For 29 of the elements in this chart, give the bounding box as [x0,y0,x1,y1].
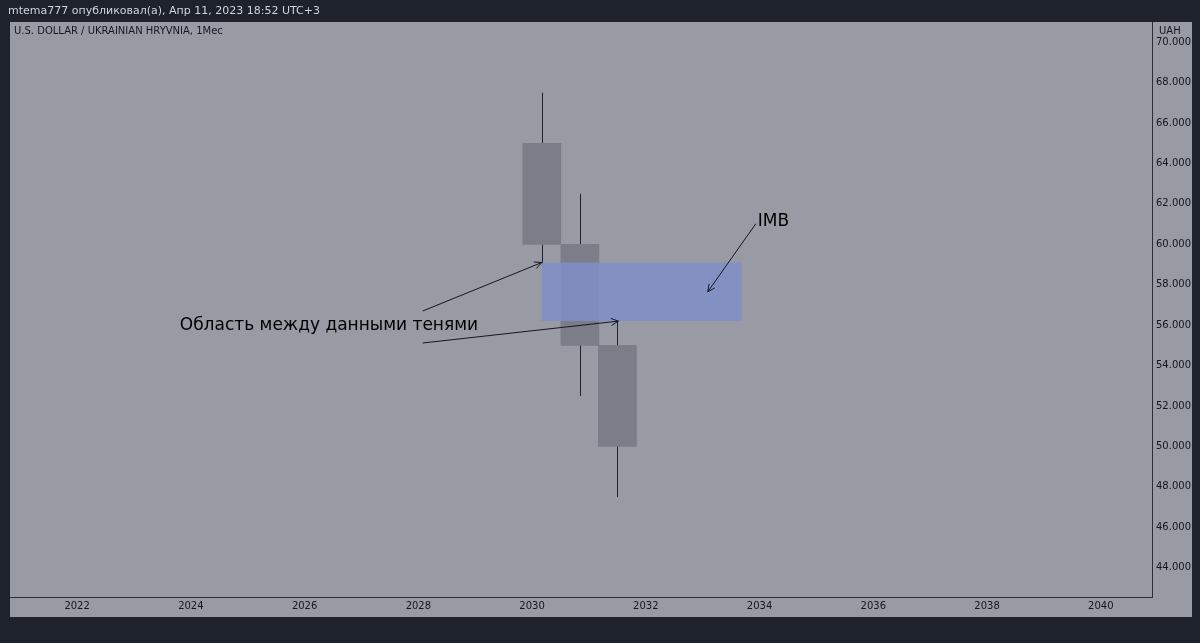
y-tick-label: 66.000 [1156,116,1191,128]
y-axis-title: UAH [1159,24,1181,36]
y-tick-label: 60.000 [1156,237,1191,249]
y-tick-label: 70.000 [1156,35,1191,47]
y-tick-label: 62.000 [1156,197,1191,209]
y-tick-label: 64.000 [1156,157,1191,169]
text: mtema777 опубликовал(а), Апр 11, 2023 18:52 UTC+3 [8,4,320,17]
chart-title: U.S. DOLLAR / UKRAINIAN HRYVNIA, 1Мес [14,25,223,36]
x-tick-label: 2022 [64,599,90,611]
y-tick-label: 50.000 [1156,440,1191,452]
x-tick-label: 2034 [746,599,773,611]
x-tick-label: 2038 [974,599,1000,611]
y-tick-label: 44.000 [1156,561,1191,573]
y-tick-label: 68.000 [1156,76,1191,88]
y-tick-label: 46.000 [1156,520,1191,532]
x-tick-label: 2028 [405,599,432,611]
x-tick-label: 2036 [860,599,887,611]
y-tick-label: 54.000 [1156,359,1191,371]
x-tick-label: 2030 [519,599,545,611]
annotation: Область между данными тенями [179,314,479,335]
annotation: IMB [757,210,790,231]
y-tick-label: 58.000 [1156,278,1191,290]
x-tick-label: 2026 [291,599,318,611]
y-tick-label: 52.000 [1156,399,1191,411]
y-tick-label: 56.000 [1156,318,1191,330]
x-tick-label: 2032 [633,599,659,611]
x-tick-label: 2040 [1088,599,1114,611]
x-tick-label: 2024 [178,599,204,611]
y-tick-label: 48.000 [1156,480,1191,492]
